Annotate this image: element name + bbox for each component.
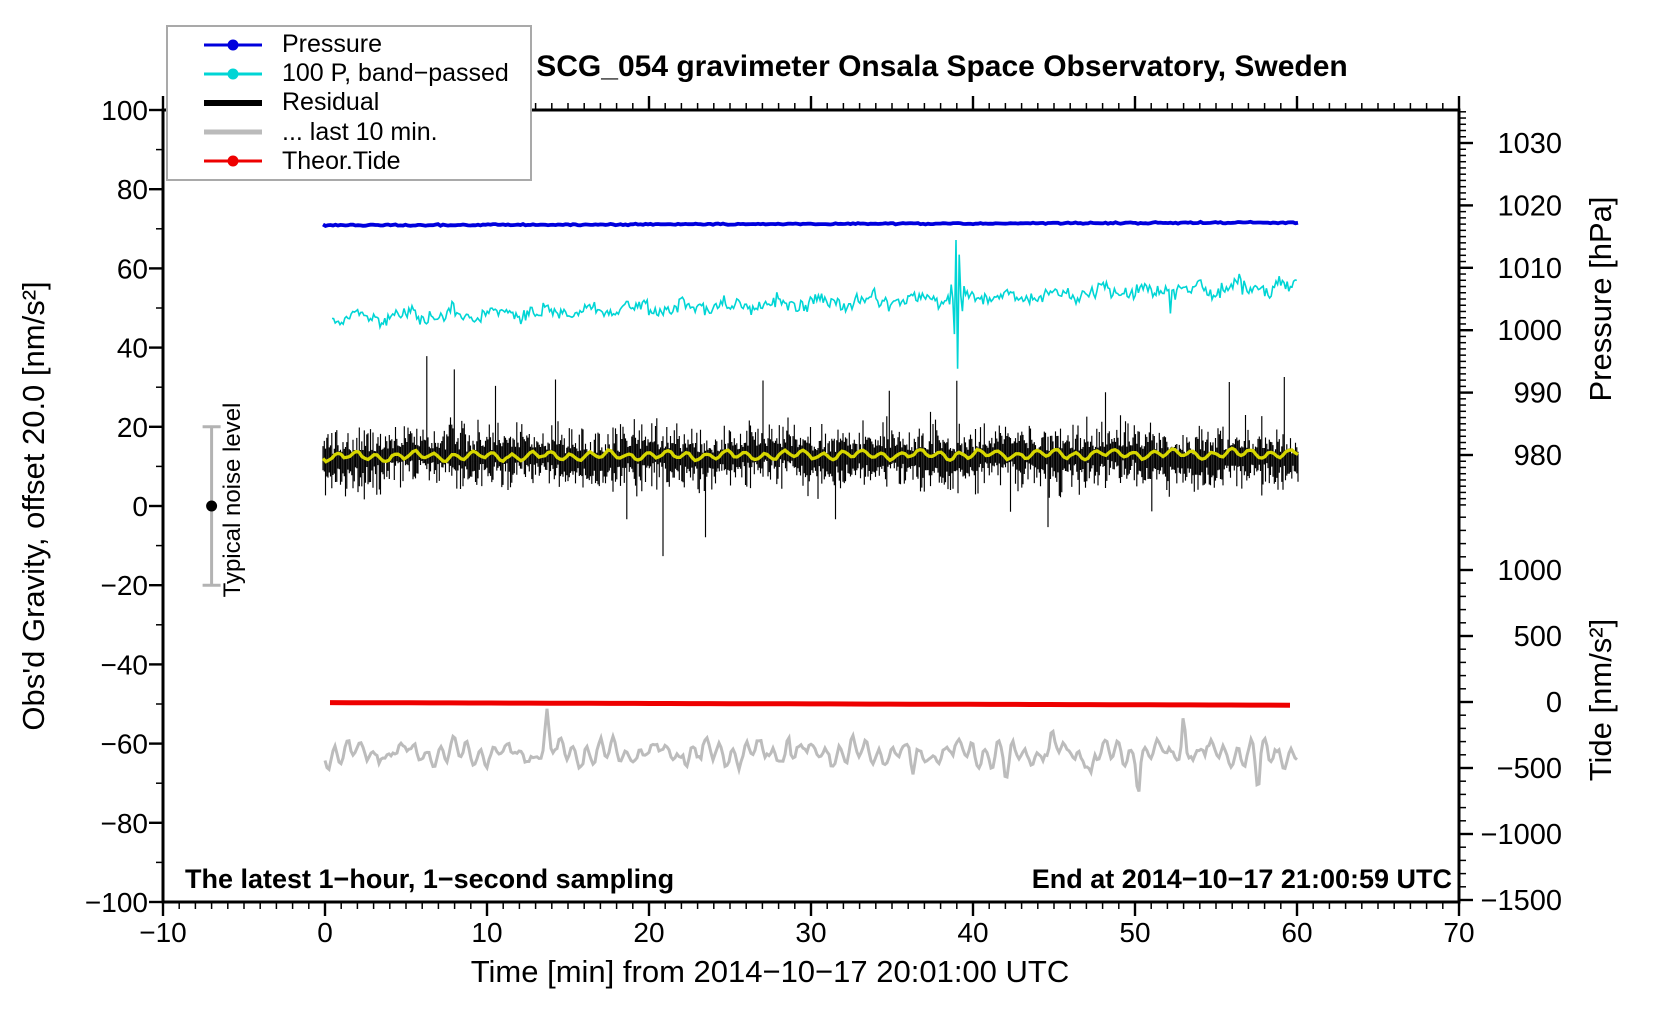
svg-text:990: 990 xyxy=(1514,378,1562,410)
legend-item-pressure: Pressure xyxy=(168,30,530,59)
svg-text:10: 10 xyxy=(471,917,502,948)
pressure-line-swatch xyxy=(204,38,262,52)
svg-text:1010: 1010 xyxy=(1497,253,1562,285)
last10min-line-swatch xyxy=(204,125,262,139)
svg-text:−100: −100 xyxy=(85,887,148,918)
theor-tide-line xyxy=(329,700,1291,708)
svg-text:−10: −10 xyxy=(139,917,187,948)
chart-title: SCG_054 gravimeter Onsala Space Observat… xyxy=(536,50,1348,83)
pressure-axis-title: Pressure [hPa] xyxy=(1583,196,1618,402)
svg-text:1000: 1000 xyxy=(1497,555,1562,587)
svg-text:−60: −60 xyxy=(101,729,149,760)
svg-text:−80: −80 xyxy=(101,808,149,839)
bandpassed-line xyxy=(331,239,1297,369)
svg-text:−1000: −1000 xyxy=(1481,819,1562,851)
svg-text:980: 980 xyxy=(1514,440,1562,472)
theortide-line-swatch xyxy=(204,154,262,168)
svg-text:1000: 1000 xyxy=(1497,315,1562,347)
end-time-note: End at 2014−10−17 21:00:59 UTC xyxy=(1031,864,1452,894)
svg-text:−1500: −1500 xyxy=(1481,885,1562,917)
svg-text:0: 0 xyxy=(132,491,148,522)
svg-text:40: 40 xyxy=(957,917,988,948)
svg-text:500: 500 xyxy=(1514,621,1562,653)
svg-text:0: 0 xyxy=(317,917,333,948)
plot-frame xyxy=(161,108,1461,904)
last10min-line xyxy=(323,708,1298,793)
svg-text:40: 40 xyxy=(117,333,148,364)
left-axis-title: Obs'd Gravity, offset 20.0 [nm/s²] xyxy=(16,281,51,731)
bandpassed-line-swatch xyxy=(204,67,262,81)
legend-item-theortide: Theor.Tide xyxy=(168,147,530,176)
svg-text:−20: −20 xyxy=(101,570,149,601)
svg-text:−500: −500 xyxy=(1497,753,1562,785)
legend-box: Pressure 100 P, band−passed Residual ...… xyxy=(166,25,532,181)
residual-line-swatch xyxy=(204,96,262,110)
legend-item-residual: Residual xyxy=(168,88,530,117)
svg-text:20: 20 xyxy=(633,917,664,948)
svg-text:70: 70 xyxy=(1443,917,1474,948)
noise-errorbar xyxy=(202,425,221,587)
legend-item-last10min: ... last 10 min. xyxy=(168,118,530,147)
svg-text:80: 80 xyxy=(117,174,148,205)
svg-text:30: 30 xyxy=(795,917,826,948)
svg-text:0: 0 xyxy=(1546,687,1562,719)
noise-level-label: Typical noise level xyxy=(219,402,246,598)
legend-label: Residual xyxy=(282,88,380,117)
svg-text:60: 60 xyxy=(117,253,148,284)
svg-text:60: 60 xyxy=(1281,917,1312,948)
tide-axis-title: Tide [nm/s²] xyxy=(1583,618,1618,782)
svg-text:1020: 1020 xyxy=(1497,190,1562,222)
svg-text:50: 50 xyxy=(1119,917,1150,948)
x-axis-title: Time [min] from 2014−10−17 20:01:00 UTC xyxy=(470,954,1070,989)
svg-text:100: 100 xyxy=(101,95,148,126)
pressure-line xyxy=(322,219,1299,228)
legend-label: 100 P, band−passed xyxy=(282,59,509,88)
svg-text:−40: −40 xyxy=(101,649,149,680)
legend-label: ... last 10 min. xyxy=(282,117,438,146)
legend-item-bandpassed: 100 P, band−passed xyxy=(168,59,530,88)
legend-label: Pressure xyxy=(282,30,383,59)
svg-text:1030: 1030 xyxy=(1497,128,1562,160)
legend-label: Theor.Tide xyxy=(282,146,401,175)
residual-smoothed-line xyxy=(321,446,1299,464)
svg-text:20: 20 xyxy=(117,412,148,443)
sampling-note: The latest 1−hour, 1−second sampling xyxy=(185,864,675,894)
